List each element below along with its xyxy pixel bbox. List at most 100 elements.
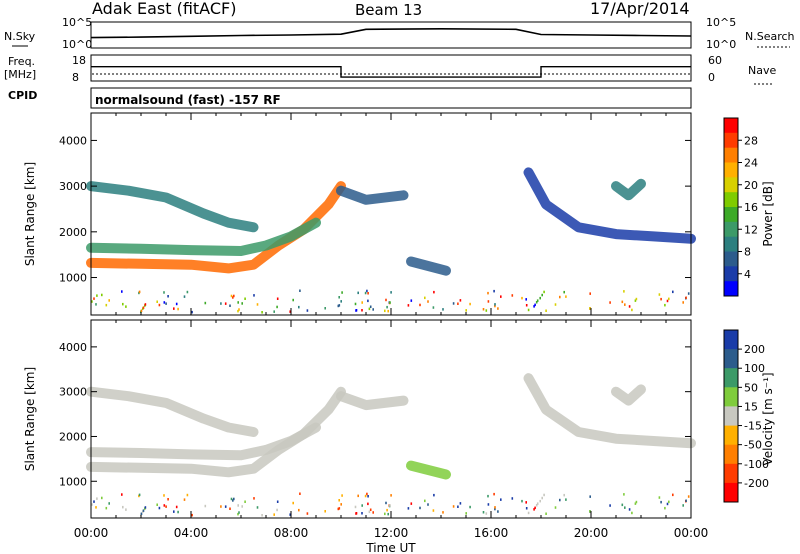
noise-dot	[354, 302, 357, 306]
noise-dot	[534, 506, 536, 510]
noise-dot	[533, 508, 535, 511]
noise-dot	[589, 510, 591, 513]
noise-dot	[494, 506, 496, 509]
noise-dot	[493, 289, 495, 293]
noise-dot	[433, 290, 435, 294]
noise-dot	[536, 502, 539, 505]
noise-dot	[367, 495, 369, 498]
echo-band	[336, 185, 409, 205]
freq-tick-top: 18	[72, 54, 86, 67]
noise-dot	[167, 498, 169, 501]
noise-dot	[173, 510, 175, 513]
noise-dot	[452, 302, 455, 305]
echo-band	[523, 373, 696, 449]
colorbar-swatch	[724, 330, 738, 350]
noise-dot	[177, 307, 179, 311]
noise-dot	[385, 501, 387, 505]
noise-dot	[589, 292, 591, 295]
noise-dot	[357, 494, 359, 498]
noise-dot	[442, 308, 444, 311]
noise-dot	[545, 309, 547, 312]
noise-dot	[367, 292, 369, 295]
station-title: Adak East (fitACF)	[92, 0, 236, 18]
noise-dot	[108, 502, 110, 505]
date-title: 17/Apr/2014	[590, 0, 690, 18]
noise-dot	[635, 297, 638, 301]
noise-dot	[186, 493, 189, 497]
noise-dot	[253, 497, 255, 500]
noise-dot	[609, 301, 611, 304]
noise-dot	[554, 303, 557, 306]
noise-dot	[366, 492, 368, 496]
echo-band	[86, 422, 321, 461]
y-tick-label: 1000	[59, 475, 87, 488]
colorbar-tick-label: 100	[744, 362, 765, 375]
noise-dot	[276, 305, 278, 309]
nsky-tick-top: 10^5	[62, 16, 92, 29]
colorbar-tick-label: 15	[744, 400, 758, 413]
noise-dot	[384, 309, 386, 313]
power-noise-dots	[91, 289, 690, 314]
noise-dot	[543, 493, 545, 497]
noise-dot	[672, 493, 674, 497]
colorbar-tick-label: 8	[744, 246, 751, 259]
noise-dot	[389, 504, 391, 507]
noise-dot	[621, 300, 624, 304]
colorbar-tick-label: 28	[744, 134, 758, 147]
cpid-label: CPID	[8, 89, 37, 102]
noise-dot	[687, 292, 690, 295]
echo-band	[86, 181, 259, 233]
noise-dot	[589, 307, 591, 310]
colorbar-tick-label: -15	[744, 420, 762, 433]
colorbar-swatch	[724, 192, 738, 208]
noise-dot	[125, 508, 127, 511]
noise-dot	[276, 297, 279, 300]
noise-dot	[204, 504, 207, 508]
noise-dot	[292, 298, 294, 302]
noise-dot	[609, 504, 611, 507]
noise-dot	[658, 293, 661, 296]
noise-dot	[163, 504, 166, 507]
noise-dot	[511, 294, 514, 297]
noise-dot	[424, 499, 426, 503]
noise-dot	[427, 503, 429, 506]
noise-dot	[105, 303, 108, 307]
noise-dot	[535, 504, 538, 507]
noise-dot	[361, 301, 363, 304]
colorbar-swatch	[724, 132, 738, 149]
noise-dot	[469, 505, 471, 509]
noise-dot	[628, 508, 631, 511]
nsky-label: N.Sky	[4, 30, 36, 43]
noise-dot	[244, 297, 246, 300]
noise-dot	[672, 290, 674, 294]
noise-dot	[140, 512, 143, 515]
noise-dot	[668, 297, 670, 301]
noise-dot	[369, 508, 372, 511]
noise-dot	[96, 294, 98, 297]
noise-dot	[244, 500, 246, 503]
noise-dot	[261, 311, 263, 314]
noise-dot	[533, 305, 535, 308]
noise-dot	[175, 302, 178, 306]
noise-dot	[624, 506, 626, 509]
noise-dot	[191, 513, 193, 517]
noise-dot	[500, 498, 502, 501]
noise-dot	[340, 503, 342, 506]
noise-dot	[367, 502, 369, 506]
noise-dot	[364, 494, 367, 498]
echo-band	[523, 167, 696, 244]
colorbar-tick-label: 20	[744, 179, 758, 192]
noise-dot	[623, 493, 625, 496]
colorbar-swatch	[724, 221, 738, 238]
noise-dot	[497, 510, 499, 513]
noise-dot	[682, 301, 684, 304]
noise-dot	[554, 506, 557, 509]
noise-dot	[338, 507, 341, 510]
noise-dot	[122, 505, 124, 509]
noise-dot	[253, 294, 255, 297]
noise-dot	[183, 295, 186, 298]
noise-dot	[289, 513, 291, 516]
noise-dot	[361, 512, 363, 515]
noise-dot	[465, 512, 467, 515]
noise-dot	[465, 309, 467, 312]
